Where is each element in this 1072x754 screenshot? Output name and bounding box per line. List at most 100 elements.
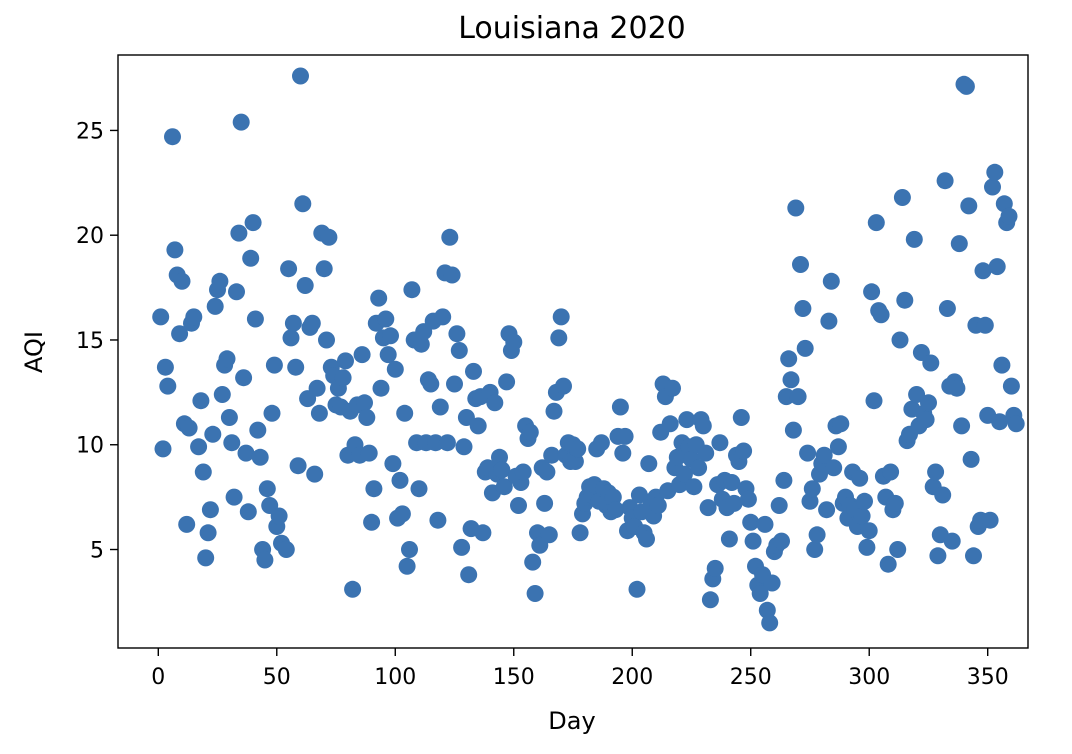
data-point [438, 434, 456, 452]
data-point [320, 228, 338, 246]
data-point [446, 375, 463, 393]
data-point [825, 459, 843, 477]
data-point [180, 419, 198, 437]
data-point [427, 434, 445, 452]
data-point [742, 513, 760, 531]
y-tick-label: 15 [76, 329, 104, 354]
data-point [429, 511, 447, 529]
data-point [991, 413, 1009, 431]
data-point [815, 446, 833, 464]
data-point [552, 308, 570, 326]
data-point [386, 360, 404, 378]
data-point [486, 394, 504, 412]
data-point [891, 331, 909, 349]
data-point [344, 580, 362, 598]
data-point [377, 310, 395, 328]
data-point [690, 459, 708, 477]
data-point [763, 574, 781, 592]
data-point [258, 480, 276, 498]
data-point [453, 538, 471, 556]
data-point [194, 463, 212, 481]
data-point [872, 306, 890, 324]
data-point [628, 580, 646, 598]
x-tick-label: 100 [374, 665, 416, 690]
data-point [882, 463, 900, 481]
data-point [858, 538, 876, 556]
data-point [934, 486, 952, 504]
data-point [296, 277, 314, 294]
data-point [495, 478, 513, 496]
data-point [353, 346, 371, 364]
data-point [988, 258, 1006, 276]
data-point [984, 178, 1001, 196]
data-point [936, 172, 954, 190]
data-point [201, 501, 219, 519]
data-point [372, 379, 390, 397]
y-tick-label: 5 [90, 539, 104, 564]
data-point [244, 214, 262, 232]
data-point [1000, 207, 1018, 225]
y-axis-label: AQI [20, 331, 48, 373]
data-point [524, 553, 542, 571]
data-point [701, 591, 719, 609]
data-point [211, 272, 229, 290]
data-point [469, 417, 487, 435]
data-point [431, 398, 449, 416]
data-point [806, 541, 824, 558]
data-point [396, 404, 414, 422]
data-point [159, 377, 177, 395]
data-point [310, 404, 328, 422]
data-point [510, 497, 527, 514]
data-point [401, 541, 418, 558]
data-point [403, 281, 421, 299]
data-point [640, 455, 658, 473]
data-point [694, 417, 712, 435]
y-tick-label: 20 [76, 224, 104, 249]
x-tick-label: 0 [151, 665, 165, 690]
data-point [204, 425, 222, 443]
data-point [282, 329, 300, 347]
data-point [249, 421, 267, 439]
data-point [770, 497, 788, 514]
data-point [638, 530, 655, 548]
data-point [491, 448, 508, 466]
x-tick-label: 300 [848, 665, 890, 690]
data-point [732, 409, 750, 426]
data-point [228, 283, 245, 301]
data-point [607, 501, 625, 519]
data-point [929, 547, 947, 565]
data-point [280, 260, 298, 278]
data-point [792, 256, 809, 273]
data-point [538, 463, 556, 481]
data-point [661, 415, 679, 433]
data-point [199, 524, 217, 542]
data-point [457, 409, 475, 426]
data-point [569, 440, 587, 458]
x-tick-label: 200 [611, 665, 653, 690]
x-tick-label: 150 [493, 665, 535, 690]
data-point [616, 427, 634, 445]
data-point [521, 423, 539, 441]
data-point [434, 308, 452, 326]
data-point [398, 557, 416, 575]
data-point [232, 113, 250, 131]
data-point [725, 494, 743, 512]
data-point [886, 494, 904, 512]
data-point [735, 442, 753, 460]
data-point [592, 434, 610, 452]
data-point [957, 77, 975, 95]
data-point [239, 503, 257, 521]
data-point [922, 354, 940, 372]
data-point [220, 409, 238, 426]
data-point [555, 377, 572, 395]
data-point [950, 235, 968, 253]
data-point [860, 522, 878, 540]
data-point [287, 358, 305, 376]
data-point [789, 388, 807, 406]
data-point [986, 163, 1004, 181]
data-point [799, 444, 817, 462]
data-point [173, 272, 191, 290]
data-point [960, 197, 978, 215]
data-point [256, 551, 274, 569]
